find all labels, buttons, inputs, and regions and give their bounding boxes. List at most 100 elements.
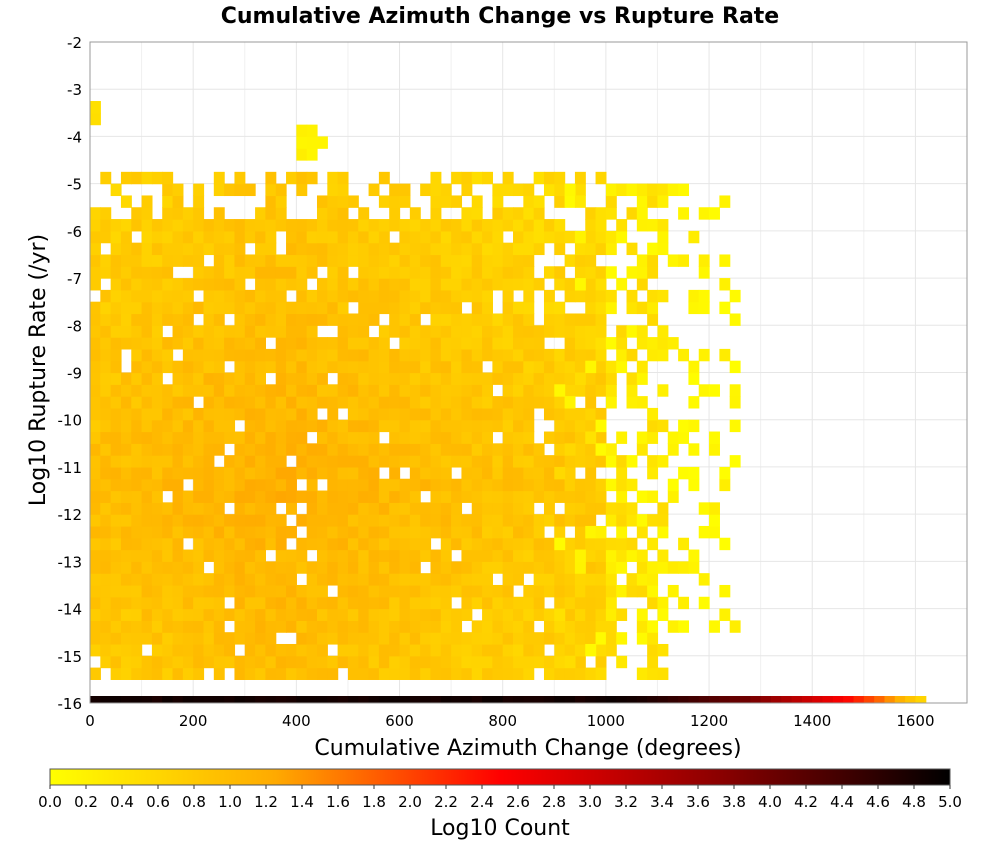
heatmap-cell: [234, 502, 246, 515]
heatmap-cell: [378, 171, 390, 185]
heatmap-cell: [100, 230, 112, 244]
heatmap-cell: [595, 289, 607, 303]
heatmap-cell: [347, 549, 359, 562]
heatmap-cell: [698, 207, 710, 220]
heatmap-cell: [378, 254, 390, 267]
heatmap-cell: [420, 478, 432, 492]
heatmap-cell: [327, 525, 339, 539]
heatmap-cell: [502, 396, 514, 409]
heatmap-cell: [698, 573, 710, 586]
heatmap-bottom-cell: [337, 696, 349, 703]
heatmap-cell: [213, 478, 225, 492]
heatmap-cell: [378, 655, 390, 669]
heatmap-cell: [141, 573, 153, 586]
heatmap-cell: [255, 561, 266, 574]
heatmap-cell: [151, 278, 163, 291]
heatmap-cell: [296, 655, 308, 669]
heatmap-cell: [90, 207, 101, 220]
heatmap-cell: [440, 325, 452, 338]
heatmap-cell: [337, 655, 349, 669]
heatmap-cell: [120, 466, 132, 480]
heatmap-cell: [131, 573, 143, 586]
heatmap-cell: [533, 643, 545, 657]
heatmap-cell: [131, 443, 143, 456]
heatmap-cell: [296, 584, 308, 598]
heatmap-bottom-cell: [213, 696, 225, 703]
heatmap-cell: [110, 573, 122, 586]
heatmap-cell: [90, 502, 101, 515]
heatmap-cell: [729, 620, 741, 633]
heatmap-cell: [502, 289, 514, 303]
heatmap-cell: [389, 266, 401, 279]
heatmap-cell: [296, 360, 308, 374]
heatmap-cell: [636, 573, 648, 586]
heatmap-cell: [585, 278, 597, 291]
heatmap-cell: [502, 431, 514, 444]
heatmap-cell: [255, 643, 266, 657]
heatmap-cell: [389, 596, 401, 610]
heatmap-cell: [296, 313, 308, 326]
heatmap-cell: [605, 514, 617, 527]
heatmap-cell: [420, 396, 432, 409]
heatmap-cell: [368, 254, 380, 267]
heatmap-cell: [100, 266, 112, 279]
heatmap-cell: [162, 502, 174, 515]
heatmap-cell: [543, 655, 555, 669]
heatmap-cell: [688, 466, 700, 480]
heatmap-cell: [120, 195, 132, 208]
heatmap-cell: [151, 561, 163, 574]
heatmap-cell: [574, 242, 586, 256]
heatmap-cell: [255, 455, 266, 468]
heatmap-cell: [162, 667, 174, 680]
heatmap-cell: [585, 266, 597, 279]
heatmap-cell: [120, 407, 132, 421]
heatmap-cell: [151, 313, 163, 326]
heatmap-cell: [110, 289, 122, 303]
heatmap-cell: [327, 289, 339, 303]
heatmap-cell: [90, 608, 101, 621]
heatmap-cell: [399, 195, 411, 208]
heatmap-cell: [554, 171, 566, 185]
heatmap-cell: [162, 254, 174, 267]
heatmap-cell: [162, 348, 174, 362]
heatmap-cell: [378, 537, 390, 551]
heatmap-cell: [502, 242, 514, 256]
heatmap-cell: [513, 608, 524, 621]
heatmap-cell: [358, 573, 370, 586]
heatmap-cell: [337, 195, 349, 208]
heatmap-cell: [110, 514, 122, 527]
heatmap-cell: [368, 478, 380, 492]
heatmap-cell: [265, 502, 277, 515]
heatmap-cell: [151, 478, 163, 492]
heatmap-cell: [120, 643, 132, 657]
heatmap-cell: [234, 455, 246, 468]
heatmap-cell: [255, 655, 266, 669]
heatmap-cell: [543, 360, 555, 374]
heatmap-cell: [120, 478, 132, 492]
heatmap-cell: [471, 384, 483, 397]
heatmap-cell: [492, 219, 504, 232]
heatmap-cell: [533, 490, 545, 503]
heatmap-cell: [182, 396, 194, 409]
heatmap-cell: [337, 561, 349, 574]
heatmap-cell: [131, 431, 143, 444]
heatmap-cell: [244, 620, 256, 633]
heatmap-cell: [224, 431, 236, 444]
heatmap-cell: [585, 289, 597, 303]
heatmap-cell: [296, 431, 308, 444]
heatmap-cell: [564, 667, 576, 680]
heatmap-cell: [636, 490, 648, 503]
heatmap-cell: [636, 608, 648, 621]
heatmap-cell: [151, 667, 163, 680]
heatmap-cell: [502, 360, 514, 374]
heatmap-cell: [234, 266, 246, 279]
heatmap-cell: [502, 620, 514, 633]
heatmap-cell: [316, 502, 328, 515]
heatmap-cell: [482, 301, 493, 315]
heatmap-cell: [564, 372, 576, 385]
heatmap-cell: [471, 207, 483, 220]
heatmap-cell: [554, 537, 566, 551]
heatmap-cell: [636, 431, 648, 444]
heatmap-cell: [585, 596, 597, 610]
